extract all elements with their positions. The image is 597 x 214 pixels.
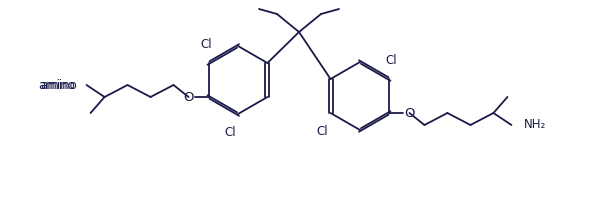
Text: amino: amino	[38, 79, 75, 92]
Text: O: O	[183, 91, 194, 104]
Text: Cl: Cl	[201, 38, 213, 51]
Text: Cl: Cl	[386, 54, 397, 67]
Text: Cl: Cl	[317, 125, 328, 138]
Text: NH₂: NH₂	[524, 119, 546, 131]
Text: amino: amino	[40, 79, 76, 92]
Text: O: O	[404, 107, 415, 119]
Text: Cl: Cl	[224, 126, 236, 139]
